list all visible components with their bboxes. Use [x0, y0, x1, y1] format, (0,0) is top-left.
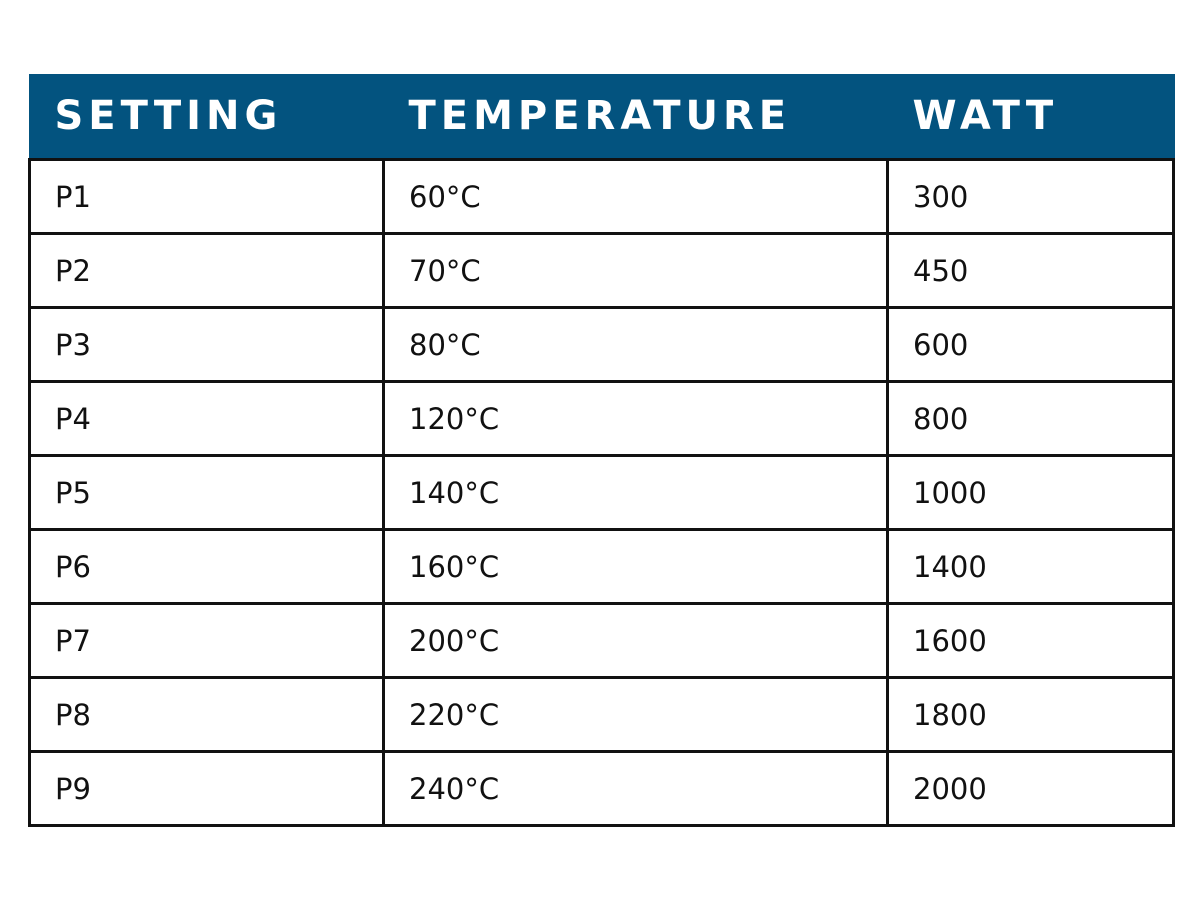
settings-table: SETTING TEMPERATURE WATT P1 60°C 300 P2 70°C 45… — [28, 74, 1175, 827]
table-header: SETTING TEMPERATURE WATT — [28, 74, 1175, 160]
table-cell: 240°C — [382, 750, 889, 827]
table-row: P8 220°C 1800 — [28, 676, 1175, 753]
table-cell: 60°C — [382, 158, 889, 235]
table-cell: P2 — [28, 232, 385, 309]
table-body: P1 60°C 300 P2 70°C 450 P3 80°C 600 P4 120°C 800 P5 1… — [28, 158, 1175, 827]
table-cell: P4 — [28, 380, 385, 457]
table-cell: 1600 — [886, 602, 1175, 679]
table-row: P3 80°C 600 — [28, 306, 1175, 383]
header-cell: TEMPERATURE — [382, 74, 889, 160]
table-cell: P7 — [28, 602, 385, 679]
table-cell: 140°C — [382, 454, 889, 531]
header-cell: WATT — [886, 74, 1175, 160]
table-cell: 70°C — [382, 232, 889, 309]
table-cell: 1800 — [886, 676, 1175, 753]
table-cell: 600 — [886, 306, 1175, 383]
table-cell: 1000 — [886, 454, 1175, 531]
table-cell: P5 — [28, 454, 385, 531]
header-row: SETTING TEMPERATURE WATT — [28, 74, 1175, 160]
header-cell: SETTING — [28, 74, 385, 160]
table-cell: 300 — [886, 158, 1175, 235]
table-row: P1 60°C 300 — [28, 158, 1175, 235]
table-row: P6 160°C 1400 — [28, 528, 1175, 605]
table-cell: P3 — [28, 306, 385, 383]
table-cell: 220°C — [382, 676, 889, 753]
table-cell: 120°C — [382, 380, 889, 457]
table-cell: 450 — [886, 232, 1175, 309]
table-cell: P9 — [28, 750, 385, 827]
table-row: P2 70°C 450 — [28, 232, 1175, 309]
table-row: P4 120°C 800 — [28, 380, 1175, 457]
table-cell: P8 — [28, 676, 385, 753]
table-row: P9 240°C 2000 — [28, 750, 1175, 827]
table-cell: 2000 — [886, 750, 1175, 827]
table-row: P5 140°C 1000 — [28, 454, 1175, 531]
table-cell: P6 — [28, 528, 385, 605]
table-cell: 800 — [886, 380, 1175, 457]
table-cell: 200°C — [382, 602, 889, 679]
table-cell: 80°C — [382, 306, 889, 383]
table-cell: P1 — [28, 158, 385, 235]
table-cell: 1400 — [886, 528, 1175, 605]
table-container: SETTING TEMPERATURE WATT P1 60°C 300 P2 70°C 45… — [28, 74, 1175, 827]
table-cell: 160°C — [382, 528, 889, 605]
table-row: P7 200°C 1600 — [28, 602, 1175, 679]
